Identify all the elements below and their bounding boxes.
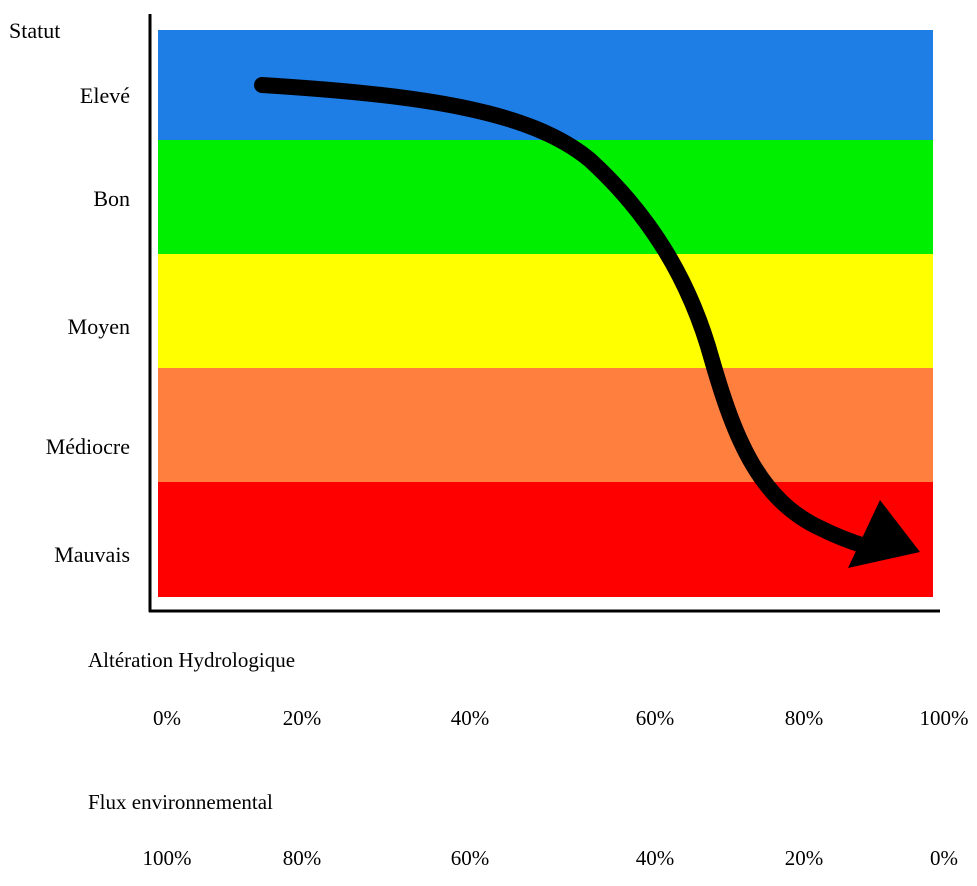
y-axis-title: Statut — [9, 18, 61, 43]
level-label-bon: Bon — [93, 186, 130, 211]
scale-tick-label: 80% — [282, 846, 322, 870]
level-label-moyen: Moyen — [67, 314, 130, 339]
status-band — [158, 254, 933, 368]
status-band — [158, 368, 933, 482]
scale-title-alteration: Altération Hydrologique — [88, 648, 296, 672]
scale-tick-label: 40% — [450, 706, 490, 730]
scale-title-flux: Flux environnemental — [88, 790, 273, 814]
scale-tick-label: 60% — [635, 706, 675, 730]
scale-tick-label: 20% — [784, 846, 824, 870]
scale-tick-label: 100% — [142, 846, 192, 870]
status-band — [158, 140, 933, 254]
decline-arrow-head — [848, 500, 920, 568]
decline-arrow — [254, 77, 920, 568]
scale-tick-label: 20% — [282, 706, 322, 730]
level-label-mediocre: Médiocre — [45, 434, 130, 459]
scale-tick-label: 100% — [919, 706, 969, 730]
decline-arrow-shaft — [254, 77, 873, 554]
scale-tick-label: 0% — [153, 706, 181, 730]
scale-tick-label: 0% — [930, 846, 958, 870]
scale-tick-label: 80% — [784, 706, 824, 730]
level-label-eleve: Elevé — [79, 83, 130, 108]
status-band — [158, 482, 933, 597]
scale-tick-label: 60% — [450, 846, 490, 870]
status-bands — [158, 30, 933, 597]
level-label-mauvais: Mauvais — [54, 542, 130, 567]
scale-tick-label: 40% — [635, 846, 675, 870]
